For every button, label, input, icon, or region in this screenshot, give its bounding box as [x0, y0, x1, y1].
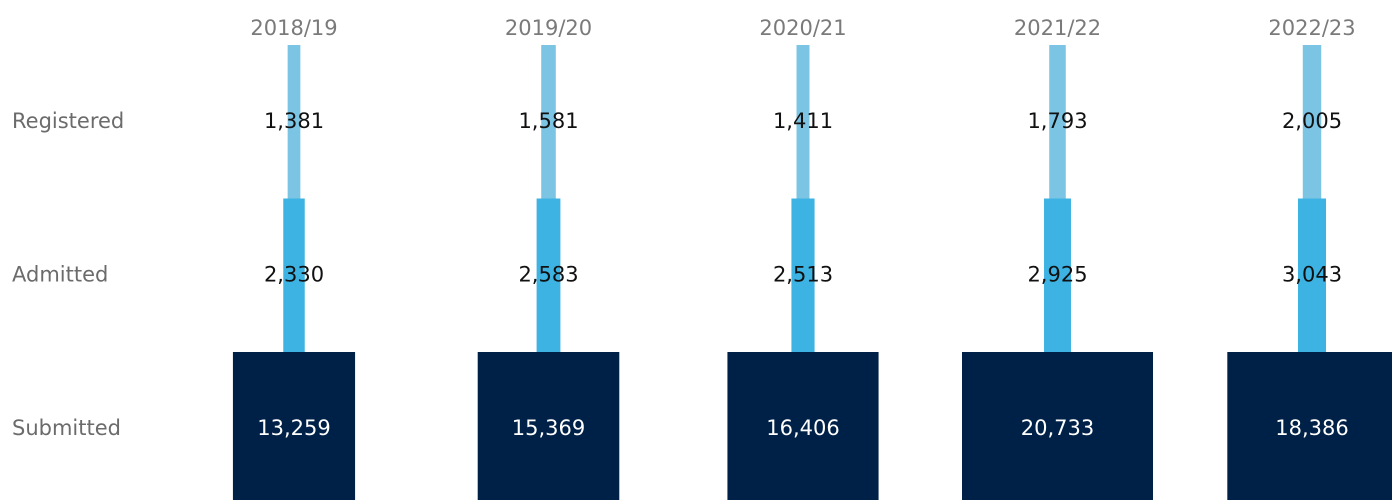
- value-label: 2,925: [1027, 262, 1087, 286]
- bar: [541, 45, 556, 199]
- year-label: 2018/19: [250, 16, 337, 40]
- value-label: 1,793: [1027, 109, 1087, 133]
- bar: [1227, 352, 1392, 500]
- bar: [1049, 45, 1066, 199]
- value-label: 2,330: [264, 262, 324, 286]
- bar: [232, 352, 356, 500]
- value-label: 2,513: [773, 262, 833, 286]
- bar: [796, 45, 810, 199]
- value-label: 1,411: [773, 109, 833, 133]
- bar: [536, 198, 561, 352]
- row-label: Submitted: [12, 416, 121, 440]
- bar: [1297, 198, 1327, 352]
- value-label: 2,583: [518, 262, 578, 286]
- bar: [283, 198, 305, 352]
- value-label: 2,005: [1282, 109, 1342, 133]
- value-label: 18,386: [1275, 416, 1348, 440]
- value-label: 13,259: [257, 416, 330, 440]
- bar: [791, 198, 815, 352]
- bar: [962, 352, 1153, 500]
- row-label: Registered: [12, 109, 124, 133]
- year-label: 2022/23: [1268, 16, 1355, 40]
- value-label: 1,381: [264, 109, 324, 133]
- bar: [1302, 45, 1322, 199]
- value-label: 3,043: [1282, 262, 1342, 286]
- bar: [287, 45, 301, 199]
- year-label: 2021/22: [1014, 16, 1101, 40]
- value-label: 20,733: [1021, 416, 1094, 440]
- bar: [727, 352, 879, 500]
- row-label: Admitted: [12, 262, 108, 286]
- value-label: 1,581: [518, 109, 578, 133]
- year-label: 2020/21: [759, 16, 846, 40]
- value-label: 15,369: [512, 416, 585, 440]
- bar: [1044, 198, 1071, 352]
- bar: [477, 352, 620, 500]
- value-label: 16,406: [766, 416, 839, 440]
- year-label: 2019/20: [505, 16, 592, 40]
